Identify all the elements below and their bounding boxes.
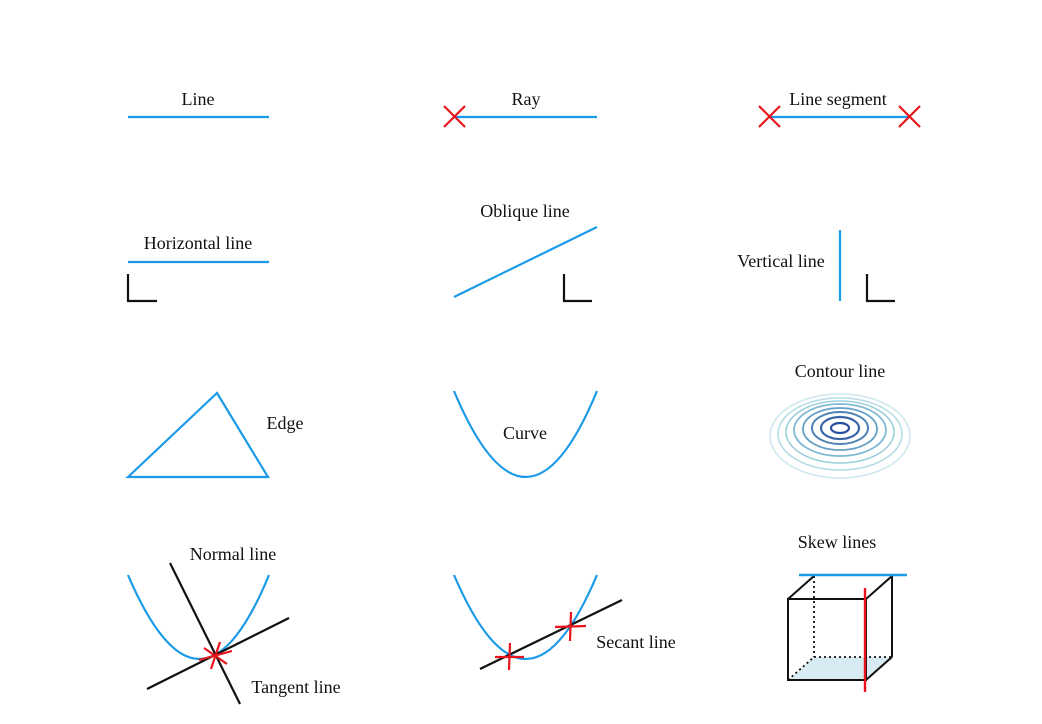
tangent-parabola-curve [126, 574, 271, 661]
edge-label: Edge [267, 413, 304, 433]
contour-ring [793, 403, 887, 457]
secant-parabola-curve [452, 574, 599, 661]
vertical-axis-corner-icon [865, 274, 895, 303]
skew-label: Skew lines [798, 532, 877, 552]
tangent-line-stroke [146, 617, 290, 690]
ray-panel: Ray [443, 89, 597, 128]
contour-ring [802, 407, 878, 451]
horizontal-axis-corner-icon [126, 274, 157, 303]
ray-endpoint-marker [443, 105, 466, 128]
contour-ring [811, 411, 869, 445]
segment-panel: Line segment [758, 89, 921, 128]
tangent-label: Tangent line [251, 677, 340, 697]
tangent-normal-panel: Normal line Tangent line [126, 544, 341, 705]
oblique-panel: Oblique line [453, 201, 598, 303]
contour-ring [777, 397, 903, 471]
contour-ring [785, 400, 895, 464]
normal-label: Normal line [190, 544, 276, 564]
oblique-label: Oblique line [480, 201, 569, 221]
horizontal-panel: Horizontal line [126, 233, 269, 303]
secant-label: Secant line [596, 632, 675, 652]
edge-panel: Edge [125, 391, 304, 479]
contour-panel: Contour line [769, 361, 911, 479]
secant-point-marker [495, 642, 524, 671]
parabola-curve [452, 390, 599, 479]
horizontal-label: Horizontal line [144, 233, 252, 253]
triangle-shape [125, 391, 270, 479]
skew-panel: Skew lines [787, 532, 907, 692]
oblique-axis-corner-icon [562, 274, 592, 303]
segment-label: Line segment [789, 89, 886, 109]
contour-ring [769, 393, 911, 479]
vertical-panel: Vertical line [737, 230, 895, 303]
curve-panel: Curve [452, 390, 599, 479]
contour-label: Contour line [795, 361, 886, 381]
vertical-label: Vertical line [737, 251, 824, 271]
ray-label: Ray [512, 89, 541, 109]
oblique-stroke [453, 226, 598, 298]
cube-bottom-face [788, 657, 892, 680]
segment-end-marker [898, 105, 921, 128]
tangent-point-marker [198, 641, 233, 670]
secant-point-marker [554, 611, 587, 642]
contour-ring [819, 415, 861, 441]
contour-ring [829, 421, 851, 435]
curve-label: Curve [503, 423, 547, 443]
secant-panel: Secant line [452, 574, 676, 671]
segment-start-marker [758, 105, 781, 128]
line-label: Line [182, 89, 215, 109]
normal-line-stroke [169, 562, 241, 705]
line-panel: Line [128, 89, 269, 119]
cube-hidden-edges [787, 576, 892, 681]
